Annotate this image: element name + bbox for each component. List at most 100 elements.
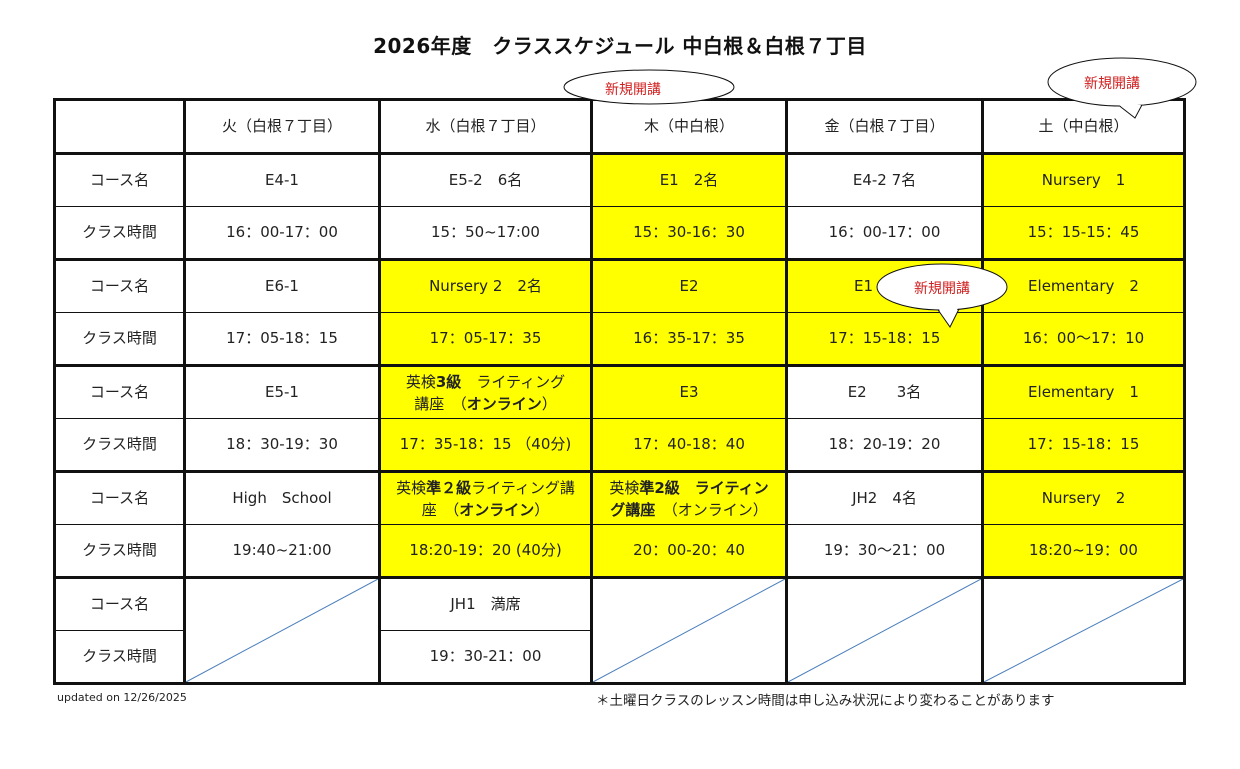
course-label: コース名: [54, 152, 186, 207]
diagonal-line: [788, 579, 981, 682]
cell-sat-course: Elementary 2: [982, 258, 1185, 313]
eiken-text: 英検: [405, 372, 436, 391]
course-text: 講座 （: [414, 394, 467, 413]
cell-wed-time: 17：35-18：15 （40分): [379, 418, 593, 472]
cell-fri-course-text: E1: [854, 277, 874, 295]
bubble-shape: [876, 263, 1008, 328]
grade-text: 準２級: [426, 478, 472, 497]
cell-thu-course: E3: [591, 364, 788, 419]
cell-wed-course: E5-2 6名: [379, 152, 593, 207]
cell-fri-time: 16：00-17：00: [786, 206, 984, 260]
new-course-bubble: 新規開講: [876, 263, 1008, 328]
cell-thu-time: 16：35-17：35: [591, 312, 788, 366]
cell-sat-course: Elementary 1: [982, 364, 1185, 419]
bubble-shape: [1047, 57, 1197, 119]
cell-fri-course: E4-2 7名: [786, 152, 984, 207]
cell-wed-course: JH1 満席: [379, 576, 593, 631]
eiken-text: 英検: [609, 478, 640, 497]
cell-sat-time: 15：15-15：45: [982, 206, 1185, 260]
table-row: コース名 E6-1 Nursery 2 2名 E2 E1 Elementary …: [54, 258, 1185, 313]
time-label: クラス時間: [54, 524, 186, 578]
table-row: クラス時間 18：30-19：30 17：35-18：15 （40分) 17：4…: [54, 418, 1185, 472]
day-header-thu: 木（中白根）: [591, 99, 788, 154]
day-header-tue: 火（白根７丁目）: [184, 99, 381, 154]
cell-tue-time: 16：00-17：00: [184, 206, 381, 260]
diagonal-line: [593, 579, 785, 682]
cell-fri-course: JH2 4名: [786, 470, 984, 525]
cell-wed-time: 15：50~17:00: [379, 206, 593, 260]
schedule-table: 火（白根７丁目） 水（白根７丁目） 木（中白根） 金（白根７丁目） 土（中白根）…: [53, 98, 1186, 685]
bubble-text: 新規開講: [914, 281, 970, 297]
cell-fri-course: E2 3名: [786, 364, 984, 419]
cell-thu-course: E1 2名: [591, 152, 788, 207]
cell-sat-course: Nursery 1: [982, 152, 1185, 207]
cell-thu-time: 15：30-16：30: [591, 206, 788, 260]
course-label: コース名: [54, 470, 186, 525]
table-row: クラス時間 17：05-18：15 17：05-17：35 16：35-17：3…: [54, 312, 1185, 366]
course-label: コース名: [54, 258, 186, 313]
updated-note: updated on 12/26/2025: [57, 691, 187, 704]
cell-tue-course: E4-1: [184, 152, 381, 207]
table-row: クラス時間 19:40~21:00 18:20-19：20 (40分) 20：0…: [54, 524, 1185, 578]
eiken-text: 英検: [396, 478, 427, 497]
empty-cell-sat: [982, 576, 1185, 684]
paren-text: ）: [541, 394, 557, 413]
table-row: コース名 E4-1 E5-2 6名 E1 2名 E4-2 7名 Nursery …: [54, 152, 1185, 207]
cell-tue-course: High School: [184, 470, 381, 525]
diagonal-line: [984, 579, 1183, 682]
table-row: コース名 E5-1 英検3級 ライティング 講座 （オンライン） E3 E2 3…: [54, 364, 1185, 419]
cell-wed-course: 英検3級 ライティング 講座 （オンライン）: [379, 364, 593, 419]
cell-wed-course: 英検準２級ライティング講 座 （オンライン）: [379, 470, 593, 525]
course-text: グ講座: [610, 500, 656, 519]
grade-writing-text: 準2級 ライティン: [639, 478, 769, 497]
page-title: 2026年度 クラススケジュール 中白根＆白根７丁目: [373, 34, 867, 58]
writing-text: ライティング: [461, 372, 566, 391]
cell-sat-time: 16：00～17：10: [982, 312, 1185, 366]
cell-tue-time: 17：05-18：15: [184, 312, 381, 366]
time-label: クラス時間: [54, 418, 186, 472]
cell-wed-course: Nursery 2 2名: [379, 258, 593, 313]
online-text: （オンライン）: [655, 500, 768, 519]
writing-text: ライティング講: [471, 478, 575, 497]
cell-sat-course: Nursery 2: [982, 470, 1185, 525]
diagonal-line: [186, 579, 378, 682]
course-label: コース名: [54, 364, 186, 419]
cell-sat-time: 17：15-18：15: [982, 418, 1185, 472]
cell-wed-time: 17：05-17：35: [379, 312, 593, 366]
bubble-text: 新規開講: [1084, 76, 1140, 92]
table-row: クラス時間 19：30-21：00: [54, 630, 1185, 684]
day-header-sat: 土（中白根）: [982, 99, 1185, 154]
cell-thu-time: 20：00-20：40: [591, 524, 788, 578]
online-text: オンライン: [466, 394, 542, 413]
time-label: クラス時間: [54, 630, 186, 684]
empty-cell-fri: [786, 576, 984, 684]
time-label: クラス時間: [54, 206, 186, 260]
cell-thu-course: 英検準2級 ライティン グ講座 （オンライン）: [591, 470, 788, 525]
cell-thu-time: 17：40-18：40: [591, 418, 788, 472]
new-course-bubble: 新規開講: [563, 69, 735, 105]
corner-cell: [54, 99, 186, 154]
empty-cell-tue: [184, 576, 381, 684]
cell-tue-time: 19:40~21:00: [184, 524, 381, 578]
cell-fri-time: 19：30～21：00: [786, 524, 984, 578]
online-text: オンライン: [459, 500, 535, 519]
course-text: 座 （: [421, 500, 460, 519]
day-header-fri: 金（白根７丁目）: [786, 99, 984, 154]
cell-tue-time: 18：30-19：30: [184, 418, 381, 472]
paren-text: ）: [534, 500, 550, 519]
cell-tue-course: E5-1: [184, 364, 381, 419]
table-row: クラス時間 16：00-17：00 15：50~17:00 15：30-16：3…: [54, 206, 1185, 260]
cell-wed-time: 19：30-21：00: [379, 630, 593, 684]
table-row: コース名 High School 英検準２級ライティング講 座 （オンライン） …: [54, 470, 1185, 525]
cell-thu-course: E2: [591, 258, 788, 313]
header-row: 火（白根７丁目） 水（白根７丁目） 木（中白根） 金（白根７丁目） 土（中白根）: [54, 99, 1185, 154]
grade-text: 3級: [435, 372, 462, 391]
saturday-note: ＊土曜日クラスのレッスン時間は申し込み状況により変わることがあります: [596, 693, 1055, 709]
cell-sat-time: 18:20~19：00: [982, 524, 1185, 578]
empty-cell-thu: [591, 576, 788, 684]
table-row: コース名 JH1 満席: [54, 576, 1185, 684]
cell-tue-course: E6-1: [184, 258, 381, 313]
day-header-wed: 水（白根７丁目）: [379, 99, 593, 154]
cell-wed-time: 18:20-19：20 (40分): [379, 524, 593, 578]
bubble-shape: [563, 69, 735, 105]
